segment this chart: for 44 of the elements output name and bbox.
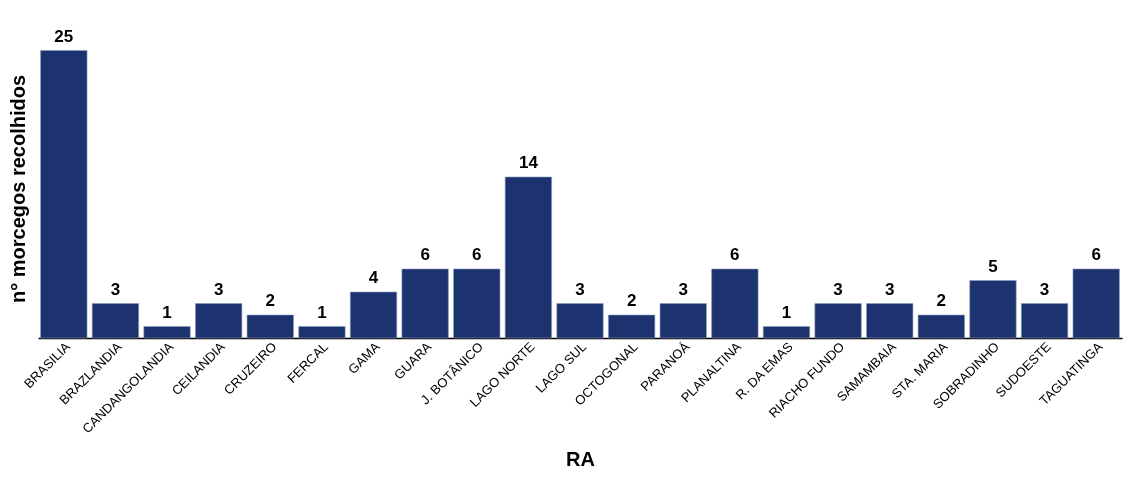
- data-label: 6: [1091, 245, 1101, 264]
- bar: [298, 326, 346, 339]
- bar: [556, 303, 604, 339]
- bar: [814, 303, 862, 339]
- data-label: 1: [317, 302, 327, 322]
- bar: [91, 303, 139, 339]
- y-axis-title: n° morcegos recolhidos: [6, 74, 29, 304]
- data-label: 6: [420, 245, 430, 264]
- bar: [143, 326, 191, 339]
- data-label: 25: [54, 26, 74, 46]
- bar: [246, 314, 294, 339]
- data-label: 2: [265, 291, 276, 310]
- data-label: 3: [213, 279, 224, 299]
- bar: [401, 268, 449, 339]
- bar: [659, 303, 707, 339]
- x-axis-title: RA: [566, 448, 595, 471]
- bar: [350, 291, 398, 339]
- bar: [1021, 303, 1069, 339]
- bar: [969, 280, 1017, 339]
- bar: [608, 314, 656, 339]
- data-label: 6: [472, 245, 482, 264]
- data-label: 3: [110, 279, 121, 299]
- bar: [453, 268, 501, 339]
- bar: [866, 303, 914, 339]
- data-label: 1: [781, 302, 792, 322]
- bar: [504, 176, 552, 339]
- data-label: 3: [884, 279, 895, 299]
- data-label: 6: [730, 245, 740, 264]
- data-label: 14: [518, 153, 539, 172]
- data-label: 3: [575, 279, 585, 299]
- bar: [1072, 268, 1120, 339]
- data-label: 3: [678, 279, 688, 299]
- bar: [40, 50, 88, 339]
- data-label: 3: [1039, 279, 1050, 299]
- data-label: 3: [833, 279, 843, 299]
- bar: [195, 303, 243, 339]
- bar: [762, 326, 810, 339]
- data-label: 1: [162, 302, 172, 322]
- data-label: 5: [988, 256, 998, 276]
- data-label: 2: [936, 291, 947, 310]
- bar: [917, 314, 965, 339]
- data-label: 4: [368, 268, 379, 287]
- bar: [711, 268, 759, 339]
- data-label: 2: [626, 291, 637, 310]
